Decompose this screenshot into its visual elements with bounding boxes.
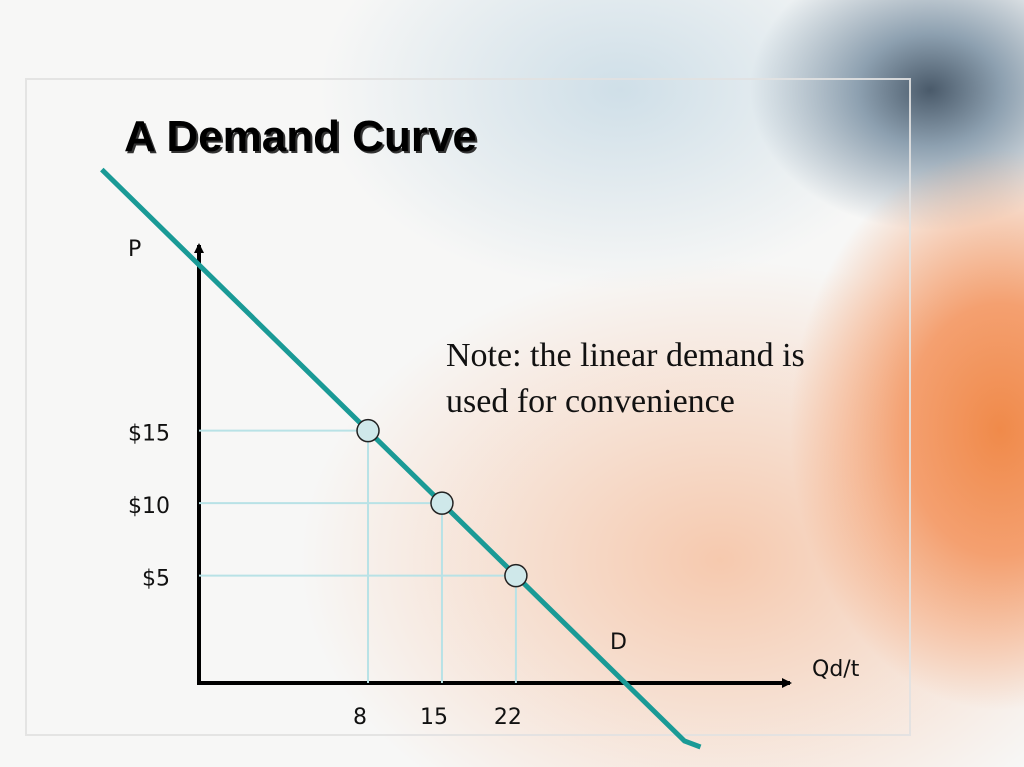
x-tick-label: 8 [353,705,367,730]
demand-line [100,167,702,750]
data-point [504,563,528,588]
data-point [356,418,380,443]
curve-label: D [610,630,627,655]
data-point [430,491,454,515]
y-tick-label: $15 [128,422,170,447]
annotation: Note: the linear demand is used for conv… [446,337,805,420]
y-tick-label: $10 [128,494,170,519]
slide-frame [25,78,911,736]
x-axis-label: Qd/t [812,657,860,682]
y-axis-label: P [128,237,141,262]
x-tick-label: 22 [494,705,522,730]
x-tick-label: 15 [420,705,448,730]
slide-title: A Demand Curve [124,112,477,161]
y-tick-label: $5 [142,567,170,592]
